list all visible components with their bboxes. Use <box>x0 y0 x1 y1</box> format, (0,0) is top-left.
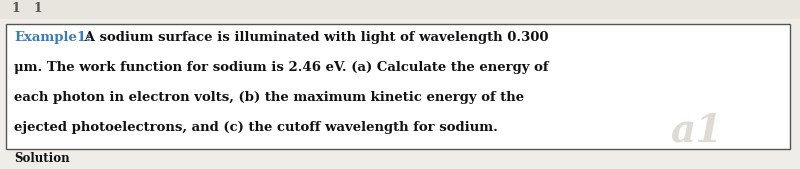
Text: μm. The work function for sodium is 2.46 eV. (a) Calculate the energy of: μm. The work function for sodium is 2.46… <box>14 62 549 75</box>
FancyBboxPatch shape <box>0 0 800 19</box>
Text: A sodium surface is illuminated with light of wavelength 0.300: A sodium surface is illuminated with lig… <box>80 31 549 44</box>
Text: Solution: Solution <box>14 152 70 165</box>
Text: Example1:: Example1: <box>14 31 91 44</box>
Text: 1   1: 1 1 <box>12 2 42 15</box>
FancyBboxPatch shape <box>6 24 790 149</box>
Text: ejected photoelectrons, and (c) the cutoff wavelength for sodium.: ejected photoelectrons, and (c) the cuto… <box>14 122 498 135</box>
Text: each photon in electron volts, (b) the maximum kinetic energy of the: each photon in electron volts, (b) the m… <box>14 91 524 104</box>
Text: a1: a1 <box>670 112 722 150</box>
